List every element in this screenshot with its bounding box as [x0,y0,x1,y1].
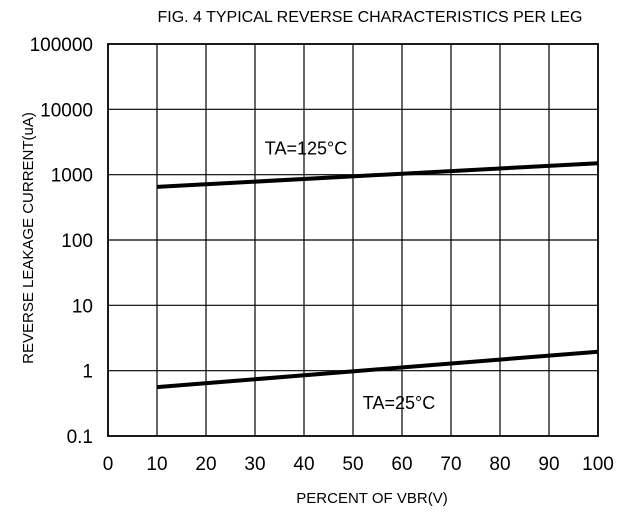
series-line [156,161,599,189]
x-tick-label: 10 [146,454,167,475]
series-line [156,349,599,390]
series-annotation: TA=25°C [363,393,435,413]
chart-title: FIG. 4 TYPICAL REVERSE CHARACTERISTICS P… [158,9,583,26]
x-tick-label: 100 [582,454,614,475]
annotations: TA=125°C TA=25°C [265,139,435,413]
x-tick-label: 70 [440,454,461,475]
plot-area [107,43,599,437]
y-tick-label: 1 [82,362,93,383]
y-tick-label: 100 [61,231,93,252]
grid [108,44,598,436]
y-tick-label: 10000 [40,100,93,121]
y-tick-label: 1000 [51,166,93,187]
y-tick-label: 100000 [30,35,93,56]
x-tick-label: 90 [538,454,559,475]
x-tick-label: 50 [342,454,363,475]
x-tick-label: 80 [489,454,510,475]
x-tick-label: 60 [391,454,412,475]
tick-labels: 0 10 20 30 40 50 60 70 80 90 100 0.1 1 10 100 1000 10000… [30,35,614,475]
plot-border [107,43,599,437]
y-tick-label: 10 [72,296,93,317]
y-axis-label: REVERSE LEAKAGE CURRENT(uA) [20,112,37,364]
x-tick-label: 20 [195,454,216,475]
x-tick-label: 30 [244,454,265,475]
y-tick-label: 0.1 [67,427,93,448]
series-layer [156,161,599,390]
x-tick-label: 0 [103,454,114,475]
x-tick-label: 40 [293,454,314,475]
x-axis-label: PERCENT OF VBR(V) [296,490,447,507]
series-annotation: TA=125°C [265,139,347,159]
